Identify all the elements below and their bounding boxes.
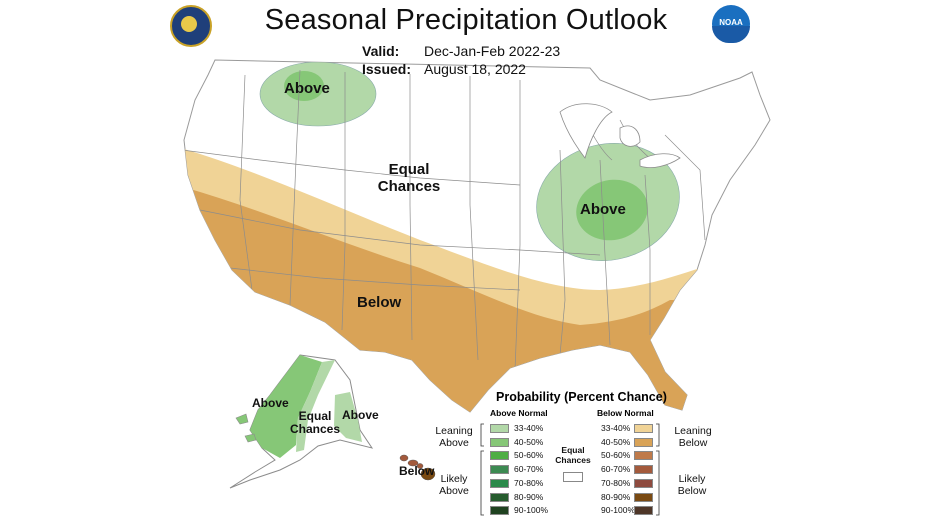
- legend-above-swatch: [490, 451, 509, 460]
- legend-above-range: 90-100%: [514, 505, 549, 515]
- alaska-above-west-edge: [296, 360, 335, 452]
- great-lakes: [559, 103, 681, 168]
- legend-above-swatch: [490, 465, 509, 474]
- legend-above-swatch: [490, 493, 509, 502]
- legend-below-swatch: [634, 424, 653, 433]
- legend-above-range: 33-40%: [514, 423, 544, 433]
- legend-equal-chances: Equal Chances: [555, 445, 591, 466]
- legend-likely-above-line1: Likely: [440, 473, 468, 485]
- legend-likely-below-line1: Likely: [678, 473, 706, 485]
- label-hawaii-below: Below: [399, 464, 435, 478]
- legend-below-swatch: [634, 465, 653, 474]
- label-alaska-equal-chances: Equal Chances: [288, 409, 342, 437]
- above-northwest-core: [284, 71, 324, 101]
- legend-below-range: 40-50%: [601, 437, 631, 447]
- legend-below-range: 80-90%: [601, 492, 631, 502]
- valid-value: Dec-Jan-Feb 2022-23: [424, 43, 561, 59]
- legend-below-range: 60-70%: [601, 464, 631, 474]
- noaa-logo-icon: NOAA: [712, 5, 750, 43]
- legend-below-range: 33-40%: [601, 423, 631, 433]
- alaska-above-west: [250, 355, 322, 458]
- legend-above-range: 70-80%: [514, 478, 544, 488]
- above-great-lakes-core: [576, 179, 648, 241]
- legend-above-range: 50-60%: [514, 450, 544, 460]
- legend-leaning-above-line2: Above: [439, 437, 469, 450]
- legend-below-swatch: [634, 451, 653, 460]
- noaa-logo-text: NOAA: [719, 18, 743, 27]
- issued-label: Issued:: [362, 61, 412, 77]
- legend-above-swatch: [490, 438, 509, 447]
- label-alaska-equal-line1: Equal: [298, 409, 332, 423]
- alaska-above-southeast: [334, 392, 362, 442]
- doc-seal-icon: [170, 5, 212, 47]
- legend-leaning-below-line2: Below: [678, 437, 708, 450]
- label-alaska-equal-line2: Chances: [289, 422, 341, 437]
- legend-below-swatch: [634, 493, 653, 502]
- legend-likely-above: Likely Above: [434, 473, 474, 497]
- label-below-south: Below: [357, 294, 402, 311]
- legend-leaning-above-line1: Leaning: [435, 425, 473, 437]
- legend-leaning-below-line1: Leaning: [674, 425, 712, 437]
- legend-leaning-below: Leaning Below: [670, 425, 716, 449]
- valid-line: Valid: Dec-Jan-Feb 2022-23: [362, 43, 560, 59]
- page-title: Seasonal Precipitation Outlook: [264, 4, 668, 36]
- legend-below-range: 50-60%: [601, 450, 631, 460]
- label-alaska-above-southeast: Above: [342, 408, 379, 422]
- label-above-great-lakes: Above: [580, 201, 626, 218]
- legend-above-range: 60-70%: [514, 464, 544, 474]
- legend-below-swatch: [634, 506, 653, 515]
- label-above-northwest: Above: [284, 80, 330, 97]
- hawaii-islands: [399, 454, 436, 481]
- issued-value: August 18, 2022: [424, 61, 526, 77]
- legend-equal-swatch: [563, 472, 583, 482]
- legend-above-range: 40-50%: [514, 437, 544, 447]
- legend-likely-below: Likely Below: [672, 473, 712, 497]
- legend-equal-line2: Chances: [555, 454, 591, 465]
- legend-below-swatch: [634, 438, 653, 447]
- legend-below-header: Below Normal: [597, 408, 654, 418]
- alaska-islands: [235, 413, 257, 443]
- legend-leaning-above: Leaning Above: [432, 425, 476, 449]
- legend-below-range: 70-80%: [601, 478, 631, 488]
- legend-equal-line1: Equal: [561, 445, 585, 455]
- label-equal-chances-line2: Chances: [377, 177, 441, 195]
- legend-title: Probability (Percent Chance): [496, 390, 667, 404]
- label-equal-chances-line1: Equal: [388, 161, 430, 178]
- label-equal-chances: Equal Chances: [374, 161, 444, 196]
- legend-above-swatch: [490, 479, 509, 488]
- label-alaska-above-west: Above: [252, 396, 289, 410]
- legend-above-range: 80-90%: [514, 492, 544, 502]
- legend-above-swatch: [490, 506, 509, 515]
- legend-above-header: Above Normal: [490, 408, 548, 418]
- legend-below-swatch: [634, 479, 653, 488]
- legend-likely-below-line2: Below: [677, 485, 707, 498]
- legend-above-swatch: [490, 424, 509, 433]
- legend-below-range: 90-100%: [601, 505, 636, 515]
- issued-line: Issued: August 18, 2022: [362, 61, 526, 77]
- valid-label: Valid:: [362, 43, 400, 59]
- legend-likely-above-line2: Above: [439, 485, 469, 498]
